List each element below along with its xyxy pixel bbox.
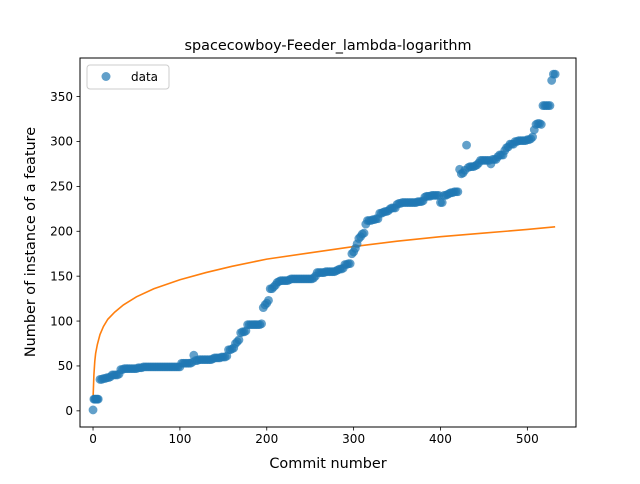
- y-tick-label: 150: [50, 269, 73, 283]
- data-point: [550, 69, 560, 79]
- x-tick-label: 500: [516, 432, 539, 446]
- y-tick-label: 250: [50, 180, 73, 194]
- data-point: [536, 120, 546, 129]
- data-point: [264, 296, 273, 305]
- plot-frame: [79, 57, 577, 428]
- y-tick-label: 100: [50, 314, 73, 328]
- x-tick-label: 0: [89, 432, 97, 446]
- y-tick-label: 300: [50, 135, 73, 149]
- x-tick-label: 100: [168, 432, 191, 446]
- legend: data: [86, 64, 170, 90]
- y-tick-label: 350: [50, 90, 73, 104]
- data-point: [234, 335, 244, 345]
- data-points-series: [88, 69, 560, 415]
- x-axis-ticks: 0 100 200 300 400 500: [89, 427, 539, 446]
- data-point: [93, 394, 103, 404]
- fit-line-series: [92, 225, 556, 400]
- x-tick-label: 200: [255, 432, 278, 446]
- data-point: [345, 259, 355, 268]
- data-point: [528, 132, 537, 142]
- y-tick-label: 200: [50, 224, 73, 238]
- data-point: [88, 405, 98, 415]
- fit-curve: [92, 225, 556, 400]
- data-point: [437, 198, 447, 207]
- legend-label: data: [131, 70, 158, 84]
- x-tick-label: 300: [342, 432, 365, 446]
- data-point: [462, 140, 471, 150]
- legend-marker: [101, 72, 111, 81]
- data-point: [453, 187, 463, 197]
- chart-title: spacecowboy-Feeder_lambda-logarithm: [185, 38, 472, 54]
- x-axis-label: Commit number: [269, 456, 386, 472]
- legend-box: [86, 64, 170, 90]
- y-tick-label: 0: [65, 404, 73, 418]
- y-axis-ticks: 0 50 100 150 200 250 300 350: [50, 90, 80, 418]
- y-tick-label: 50: [58, 359, 73, 373]
- plot-content: [88, 69, 560, 415]
- data-point: [257, 319, 266, 329]
- data-point: [545, 101, 555, 110]
- x-tick-label: 400: [429, 432, 452, 446]
- y-axis-label: Number of instance of a feature: [23, 127, 39, 357]
- data-point: [359, 228, 369, 238]
